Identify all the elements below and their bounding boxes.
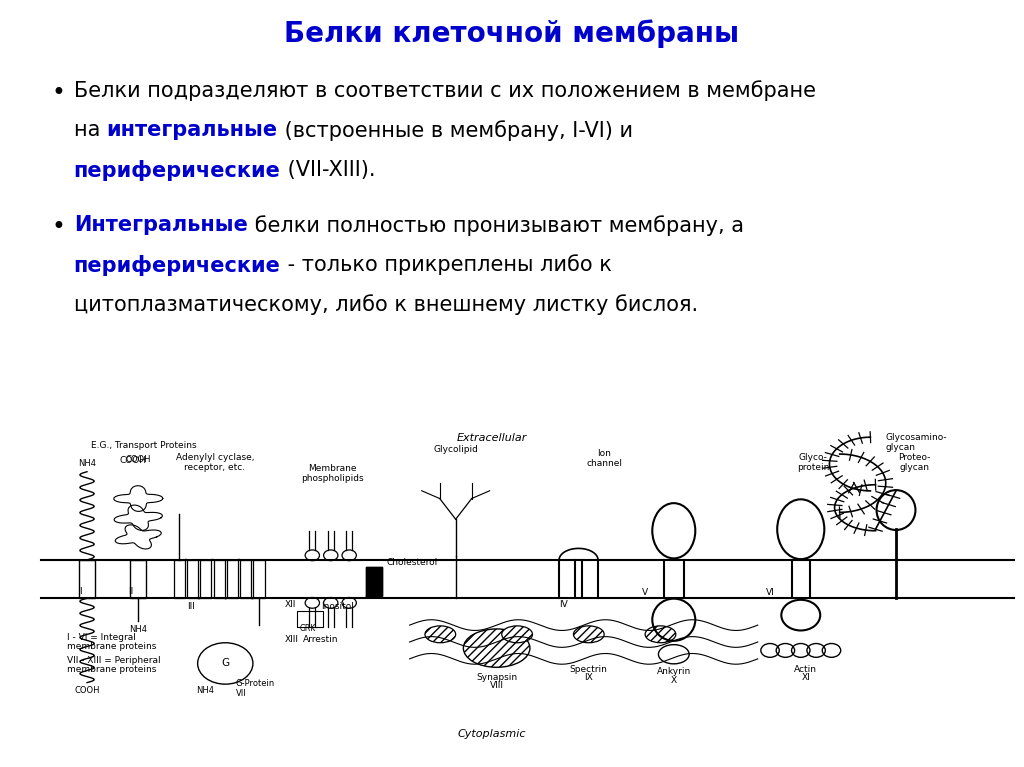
Bar: [79, 560, 95, 598]
Text: Glyco-: Glyco-: [799, 453, 827, 462]
Text: COOH: COOH: [75, 686, 99, 696]
Text: Glycolipid: Glycolipid: [433, 445, 478, 454]
Text: Actin: Actin: [795, 665, 817, 674]
Text: Ion: Ion: [597, 449, 611, 458]
Text: - только прикреплены либо к: - только прикреплены либо к: [281, 255, 611, 275]
Text: (VII-XIII).: (VII-XIII).: [281, 160, 375, 180]
Text: COOH: COOH: [126, 455, 151, 464]
Bar: [297, 611, 323, 627]
Text: Spectrin: Spectrin: [570, 665, 607, 674]
Text: Белки клеточной мембраны: Белки клеточной мембраны: [285, 19, 739, 48]
Text: Proteo-: Proteo-: [898, 453, 931, 462]
Text: G-Protein: G-Protein: [236, 679, 274, 688]
Text: protein: protein: [797, 463, 829, 472]
Text: Glycosamino-: Glycosamino-: [886, 433, 947, 443]
Text: XI: XI: [802, 673, 810, 683]
Bar: [173, 560, 184, 598]
Text: Membrane: Membrane: [308, 464, 357, 473]
Ellipse shape: [573, 626, 604, 643]
Text: phospholipids: phospholipids: [301, 474, 365, 483]
Text: glycan: glycan: [886, 443, 915, 453]
Text: белки полностью пронизывают мембрану, а: белки полностью пронизывают мембрану, а: [248, 215, 743, 235]
Text: NH4: NH4: [78, 459, 96, 468]
Text: membrane proteins: membrane proteins: [67, 665, 156, 674]
Text: Extracellular: Extracellular: [457, 433, 526, 443]
Text: GRK: GRK: [299, 624, 315, 633]
Text: XIII: XIII: [285, 635, 299, 644]
Text: I: I: [79, 587, 82, 596]
Text: на: на: [74, 120, 106, 140]
Text: Inositol: Inositol: [322, 602, 354, 611]
Text: NH4: NH4: [129, 625, 147, 634]
Text: Cytoplasmic: Cytoplasmic: [458, 729, 525, 739]
Text: VI: VI: [766, 588, 775, 597]
Text: Ankyrin: Ankyrin: [656, 667, 691, 676]
Text: I - VI = Integral: I - VI = Integral: [67, 633, 135, 642]
Text: VII: VII: [236, 689, 246, 698]
Text: цитоплазматическому, либо к внешнему листку бислоя.: цитоплазматическому, либо к внешнему лис…: [74, 295, 697, 315]
Text: G: G: [221, 658, 229, 669]
Text: IX: IX: [585, 673, 593, 683]
Text: channel: channel: [586, 459, 623, 468]
Text: X: X: [671, 676, 677, 685]
Text: IV: IV: [559, 600, 568, 609]
Text: receptor, etc.: receptor, etc.: [184, 463, 246, 472]
Text: V: V: [642, 588, 648, 597]
Bar: [366, 568, 382, 596]
Text: периферические: периферические: [74, 255, 281, 275]
Bar: [254, 560, 264, 598]
Text: III: III: [186, 602, 195, 611]
Text: интегральные: интегральные: [106, 120, 278, 140]
Text: XII: XII: [285, 600, 296, 609]
Bar: [186, 560, 199, 598]
Text: периферические: периферические: [74, 160, 281, 181]
Bar: [240, 560, 252, 598]
Text: NH4: NH4: [196, 686, 214, 696]
Ellipse shape: [645, 626, 676, 643]
Text: VII - XIII = Peripheral: VII - XIII = Peripheral: [67, 656, 160, 665]
Text: Cholesterol: Cholesterol: [386, 558, 437, 568]
Text: VIII: VIII: [489, 681, 504, 690]
Ellipse shape: [502, 626, 532, 643]
Bar: [200, 560, 211, 598]
Text: Белки подразделяют в соответствии с их положением в мембране: Белки подразделяют в соответствии с их п…: [74, 81, 816, 101]
Text: Интегральные: Интегральные: [74, 215, 248, 235]
Text: Adenylyl cyclase,: Adenylyl cyclase,: [176, 453, 254, 462]
Text: COOH: COOH: [120, 456, 146, 466]
Text: II: II: [128, 587, 133, 596]
Text: Synapsin: Synapsin: [476, 673, 517, 683]
Text: membrane proteins: membrane proteins: [67, 642, 156, 651]
Text: (встроенные в мембрану, I-VI) и: (встроенные в мембрану, I-VI) и: [278, 120, 633, 141]
Bar: [213, 560, 225, 598]
Text: Arrestin: Arrestin: [303, 635, 339, 644]
Text: E.G., Transport Proteins: E.G., Transport Proteins: [90, 441, 197, 450]
Bar: [130, 560, 146, 598]
Ellipse shape: [425, 626, 456, 643]
Text: •: •: [51, 215, 66, 239]
Text: •: •: [51, 81, 66, 104]
Text: glycan: glycan: [899, 463, 930, 472]
Bar: [226, 560, 238, 598]
Ellipse shape: [463, 629, 530, 667]
